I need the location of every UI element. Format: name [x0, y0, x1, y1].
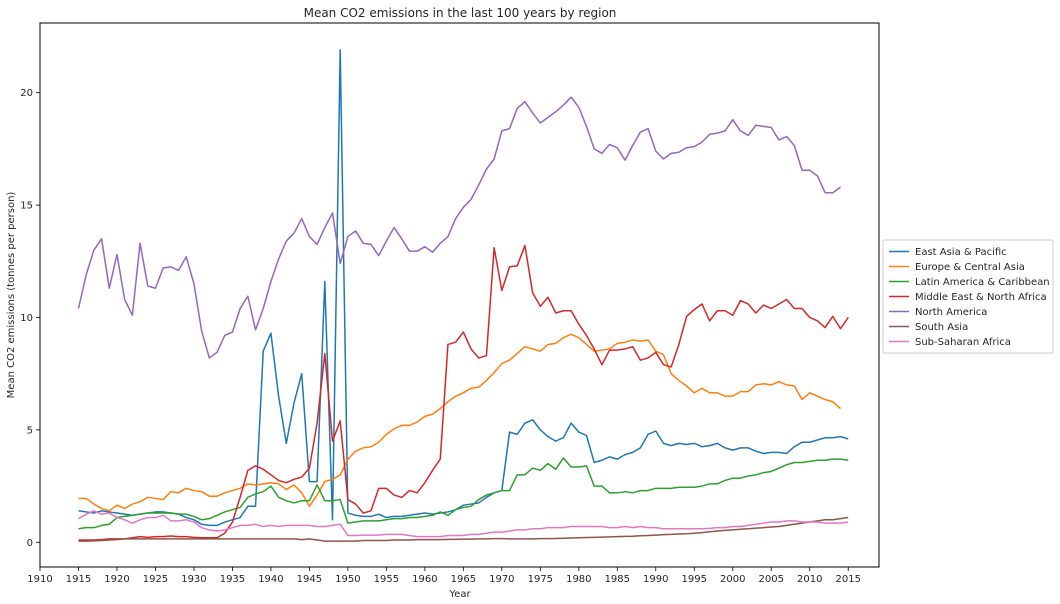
legend-label: Latin America & Caribbean	[915, 277, 1050, 288]
x-tick-label: 1915	[66, 574, 91, 585]
legend-box	[882, 239, 1054, 354]
legend-label: North America	[915, 307, 987, 318]
series-line-north-america	[77, 96, 841, 359]
y-tick-label: 5	[27, 425, 33, 436]
chart-title: Mean CO2 emissions in the last 100 years…	[304, 6, 617, 20]
legend-label: Europe & Central Asia	[915, 262, 1025, 273]
x-tick-label: 1950	[335, 574, 360, 585]
x-tick-label: 1940	[258, 574, 283, 585]
x-tick-label: 1990	[643, 574, 668, 585]
x-tick-label: 2010	[797, 574, 822, 585]
legend-label: East Asia & Pacific	[915, 247, 1007, 258]
series-line-europe-central-asia	[78, 333, 842, 512]
legend-label: South Asia	[915, 322, 968, 333]
x-tick-label: 1920	[104, 574, 129, 585]
x-tick-label: 1960	[412, 574, 437, 585]
plot-frame	[39, 22, 880, 568]
x-tick-label: 2015	[835, 574, 860, 585]
y-tick-label: 0	[27, 538, 33, 549]
series-line-south-asia	[78, 516, 849, 542]
y-tick-label: 15	[20, 201, 33, 212]
x-tick-label: 1970	[489, 574, 514, 585]
legend-label: Sub-Saharan Africa	[915, 337, 1011, 348]
x-tick-label: 1935	[220, 574, 245, 585]
y-tick-label: 10	[20, 313, 33, 324]
series-line-middle-east-north-africa	[78, 244, 849, 541]
x-tick-label: 1965	[451, 574, 476, 585]
x-tick-label: 2000	[720, 574, 745, 585]
x-tick-label: 1975	[528, 574, 553, 585]
series-line-latin-america-caribbean	[78, 457, 849, 530]
x-tick-label: 1925	[143, 574, 168, 585]
x-tick-label: 1945	[297, 574, 322, 585]
y-tick-label: 20	[20, 88, 33, 99]
series-line-sub-saharan-africa	[78, 510, 849, 538]
x-tick-label: 2005	[759, 574, 784, 585]
x-tick-label: 1995	[682, 574, 707, 585]
series-line-east-asia-pacific	[78, 49, 849, 527]
x-tick-label: 1980	[566, 574, 591, 585]
x-tick-label: 1955	[374, 574, 399, 585]
x-tick-label: 1930	[181, 574, 206, 585]
legend: East Asia & Pacific Europe & Central Asia…	[882, 239, 1054, 354]
y-axis-title: Mean CO2 emissions (tonnes per person)	[6, 192, 17, 399]
x-tick-label: 1985	[605, 574, 630, 585]
legend-label: Middle East & North Africa	[915, 292, 1047, 303]
x-axis-title: Year	[448, 589, 471, 600]
x-tick-label: 1910	[27, 574, 52, 585]
